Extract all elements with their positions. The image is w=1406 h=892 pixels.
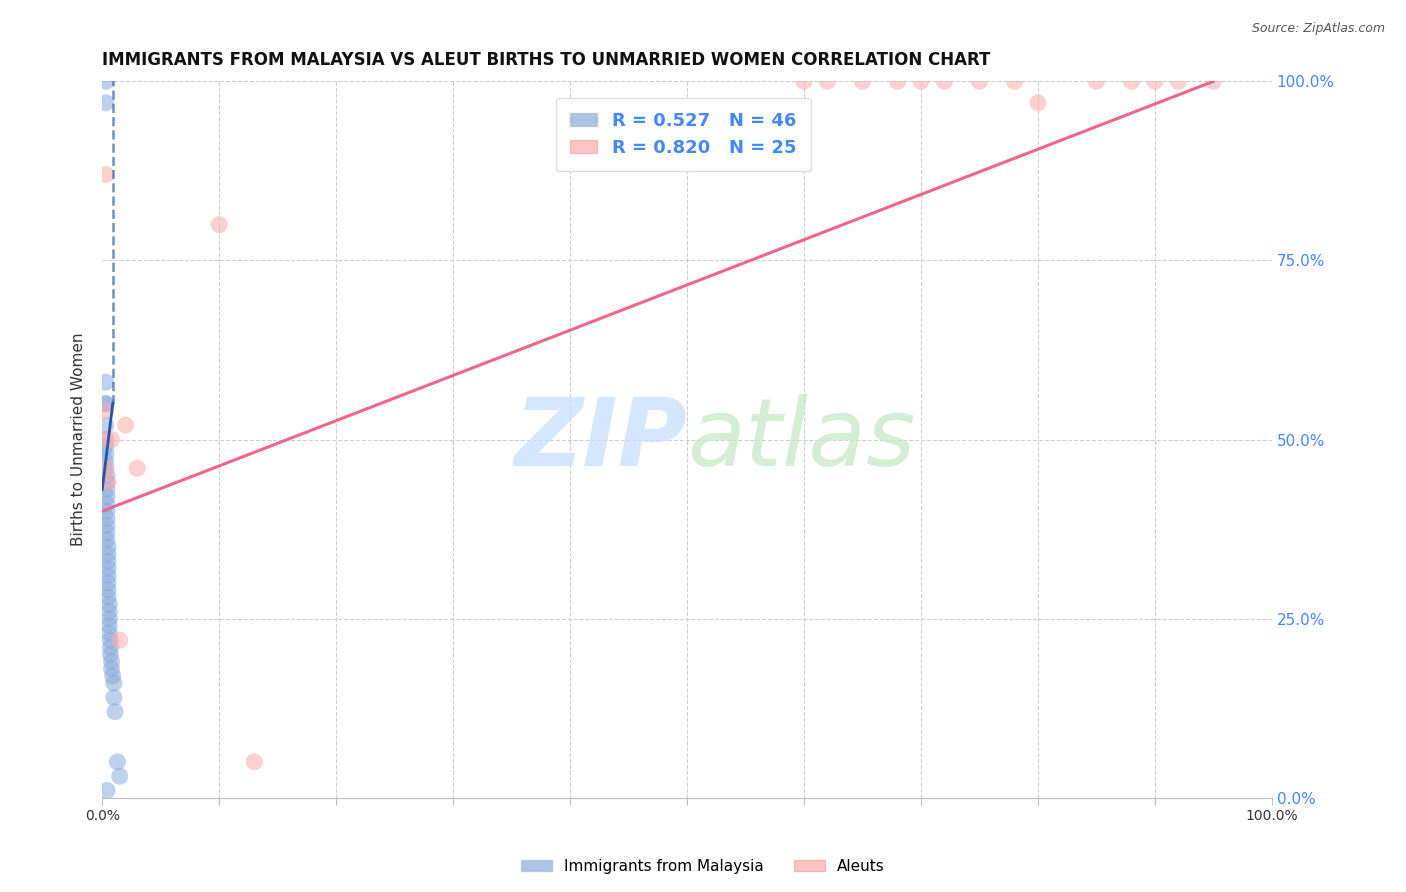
- Point: [97, 475, 120, 490]
- Point: [114, 418, 136, 433]
- Point: [96, 533, 118, 547]
- Point: [1143, 74, 1166, 88]
- Point: [97, 547, 120, 561]
- Point: [101, 669, 124, 683]
- Point: [94, 168, 117, 182]
- Point: [96, 468, 118, 483]
- Point: [100, 433, 122, 447]
- Point: [108, 769, 131, 783]
- Point: [886, 74, 908, 88]
- Point: [97, 561, 120, 575]
- Text: Source: ZipAtlas.com: Source: ZipAtlas.com: [1251, 22, 1385, 36]
- Point: [815, 74, 838, 88]
- Point: [1121, 74, 1143, 88]
- Text: IMMIGRANTS FROM MALAYSIA VS ALEUT BIRTHS TO UNMARRIED WOMEN CORRELATION CHART: IMMIGRANTS FROM MALAYSIA VS ALEUT BIRTHS…: [103, 51, 991, 69]
- Point: [107, 755, 129, 769]
- Point: [98, 611, 121, 625]
- Point: [96, 490, 118, 504]
- Point: [94, 454, 117, 468]
- Point: [94, 433, 117, 447]
- Point: [100, 633, 122, 648]
- Point: [97, 554, 120, 568]
- Point: [97, 582, 120, 597]
- Point: [793, 74, 815, 88]
- Point: [100, 662, 122, 676]
- Point: [1085, 74, 1108, 88]
- Point: [96, 511, 118, 525]
- Point: [94, 397, 117, 411]
- Point: [94, 461, 117, 475]
- Legend: R = 0.527   N = 46, R = 0.820   N = 25: R = 0.527 N = 46, R = 0.820 N = 25: [555, 97, 811, 171]
- Point: [94, 95, 117, 110]
- Point: [97, 540, 120, 554]
- Point: [1202, 74, 1225, 88]
- Text: atlas: atlas: [688, 394, 915, 485]
- Point: [94, 433, 117, 447]
- Point: [243, 755, 266, 769]
- Point: [96, 475, 118, 490]
- Point: [100, 648, 122, 662]
- Point: [97, 568, 120, 582]
- Point: [94, 440, 117, 454]
- Legend: Immigrants from Malaysia, Aleuts: Immigrants from Malaysia, Aleuts: [515, 853, 891, 880]
- Point: [98, 619, 121, 633]
- Y-axis label: Births to Unmarried Women: Births to Unmarried Women: [72, 333, 86, 546]
- Point: [1004, 74, 1026, 88]
- Point: [934, 74, 956, 88]
- Point: [100, 640, 122, 655]
- Point: [94, 418, 117, 433]
- Point: [969, 74, 991, 88]
- Point: [127, 461, 149, 475]
- Point: [98, 626, 121, 640]
- Point: [94, 375, 117, 389]
- Point: [97, 590, 120, 604]
- Point: [96, 525, 118, 540]
- Point: [96, 518, 118, 533]
- Point: [108, 633, 131, 648]
- Point: [94, 461, 117, 475]
- Point: [851, 74, 873, 88]
- Point: [96, 783, 118, 797]
- Point: [208, 218, 231, 232]
- Point: [1167, 74, 1189, 88]
- Point: [94, 404, 117, 418]
- Point: [94, 74, 117, 88]
- Text: ZIP: ZIP: [515, 393, 688, 485]
- Point: [96, 483, 118, 497]
- Point: [104, 705, 127, 719]
- Point: [94, 397, 117, 411]
- Point: [98, 604, 121, 618]
- Point: [94, 447, 117, 461]
- Point: [97, 575, 120, 590]
- Point: [1026, 95, 1049, 110]
- Point: [96, 504, 118, 518]
- Point: [103, 676, 125, 690]
- Point: [103, 690, 125, 705]
- Point: [910, 74, 932, 88]
- Point: [98, 597, 121, 611]
- Point: [100, 655, 122, 669]
- Point: [96, 497, 118, 511]
